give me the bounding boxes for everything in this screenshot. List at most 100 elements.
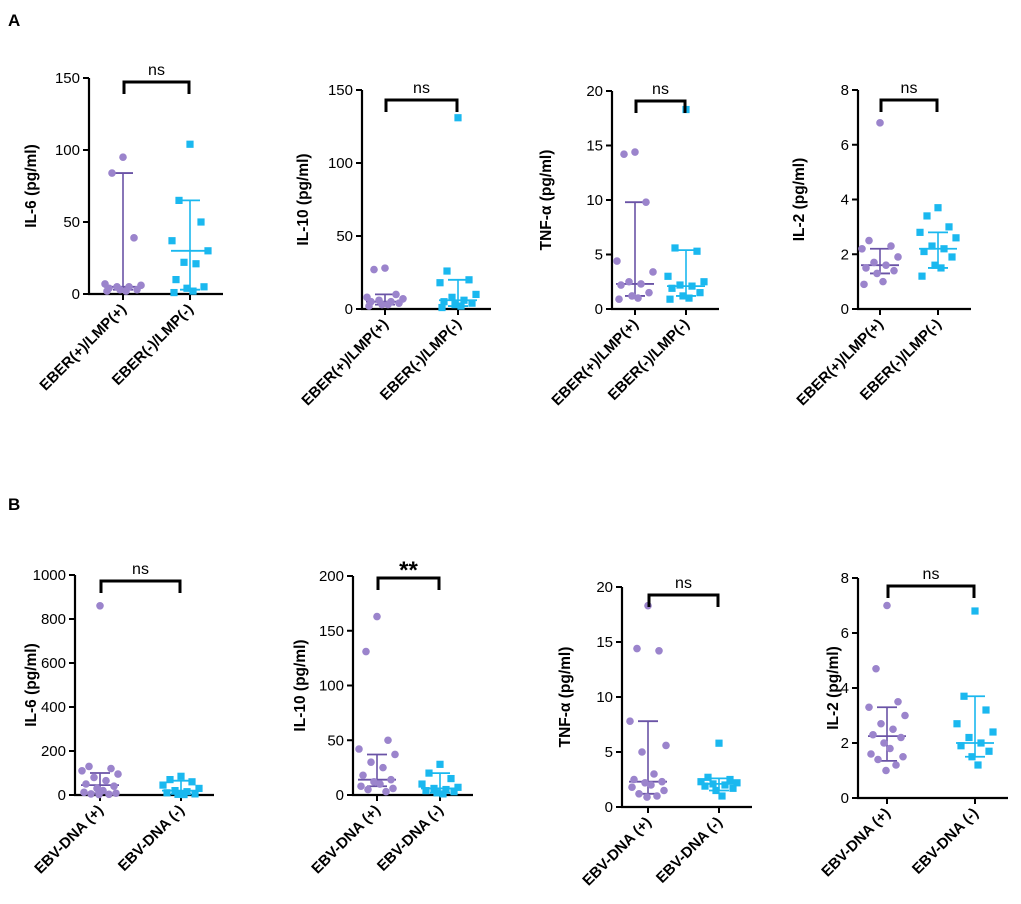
data-point xyxy=(384,736,392,745)
data-point xyxy=(883,601,891,610)
data-point xyxy=(937,264,945,272)
data-point xyxy=(920,247,928,256)
data-point xyxy=(108,169,116,177)
data-point xyxy=(159,781,167,789)
data-point xyxy=(82,780,90,788)
data-point xyxy=(889,725,897,734)
data-point xyxy=(701,782,709,790)
category-label: EBER(+)/LMP(+) xyxy=(548,316,641,409)
data-point xyxy=(638,748,646,756)
data-point xyxy=(436,279,444,287)
data-point xyxy=(107,764,115,773)
data-point xyxy=(440,298,448,306)
y-tick-label: 10 xyxy=(596,689,613,706)
data-point xyxy=(977,739,985,747)
significance-bracket xyxy=(634,99,687,113)
y-tick-label: 0 xyxy=(72,286,80,303)
y-tick-label: 4 xyxy=(841,680,849,697)
series-2 xyxy=(159,772,203,799)
series-1 xyxy=(858,119,902,289)
data-point xyxy=(696,289,704,297)
data-point xyxy=(685,294,693,302)
data-point xyxy=(642,198,650,206)
y-tick-label: 400 xyxy=(41,699,66,716)
data-point xyxy=(666,295,674,303)
data-point xyxy=(960,692,968,700)
significance-bracket xyxy=(879,98,939,112)
data-point xyxy=(382,787,390,796)
data-point xyxy=(364,785,372,794)
data-point xyxy=(865,703,873,712)
y-tick-label: 200 xyxy=(41,743,66,760)
y-tick-label: 8 xyxy=(841,570,849,587)
data-point xyxy=(928,242,936,250)
data-point xyxy=(186,140,194,148)
data-point xyxy=(130,234,138,242)
y-tick-label: 0 xyxy=(336,787,344,804)
data-point xyxy=(170,288,178,297)
data-point xyxy=(114,770,122,778)
data-point xyxy=(953,720,961,728)
category-label: EBV-DNA (+) xyxy=(31,802,107,878)
data-point xyxy=(163,789,171,797)
data-point xyxy=(916,228,924,236)
data-point xyxy=(894,253,902,261)
data-point xyxy=(890,266,898,275)
data-point xyxy=(671,244,679,252)
significance-label: ns xyxy=(132,561,149,578)
data-point xyxy=(643,793,651,801)
data-point xyxy=(641,779,649,787)
data-point xyxy=(443,267,451,275)
data-point xyxy=(628,292,636,300)
data-point xyxy=(85,762,93,771)
data-point xyxy=(662,741,670,750)
data-point xyxy=(365,302,373,310)
data-point xyxy=(116,285,124,294)
data-point xyxy=(886,744,894,753)
y-tick-label: 2 xyxy=(841,246,849,263)
y-tick-label: 100 xyxy=(328,155,353,172)
data-point xyxy=(197,218,205,226)
significance-label: ns xyxy=(148,62,165,79)
data-point xyxy=(422,787,430,795)
data-point xyxy=(468,299,476,307)
data-point xyxy=(90,773,98,782)
data-point xyxy=(894,697,902,706)
data-point xyxy=(359,771,367,780)
category-label: EBV-DNA (-) xyxy=(653,814,726,887)
data-point xyxy=(381,264,389,272)
data-point xyxy=(376,780,384,788)
data-point xyxy=(180,790,188,799)
data-point xyxy=(679,292,687,300)
data-point xyxy=(957,742,965,750)
data-point xyxy=(729,784,737,792)
data-point xyxy=(87,790,95,798)
data-point xyxy=(712,786,720,795)
data-point xyxy=(918,272,926,280)
significance-label: ** xyxy=(399,557,418,584)
data-point xyxy=(105,790,113,799)
data-point xyxy=(188,778,196,786)
y-axis-label: IL-6 (pg/ml) xyxy=(23,144,40,228)
data-point xyxy=(171,787,179,795)
data-point xyxy=(180,258,188,266)
data-point xyxy=(457,302,465,310)
chart-5: 0 200 400 600 800 1000 IL-6 (pg/ml) EBV-DNA (+)… xyxy=(23,561,214,877)
data-point xyxy=(133,285,141,294)
data-point xyxy=(965,733,973,742)
significance-label: ns xyxy=(923,566,940,583)
y-tick-label: 150 xyxy=(55,70,80,87)
data-point xyxy=(715,739,723,747)
data-point xyxy=(367,758,375,766)
data-point xyxy=(454,114,462,122)
y-axis-label: IL-2 (pg/ml) xyxy=(791,158,808,242)
category-label: EBV-DNA (-) xyxy=(909,805,982,878)
y-tick-label: 10 xyxy=(586,192,603,209)
y-tick-label: 2 xyxy=(841,735,849,752)
data-point xyxy=(175,196,183,204)
significance-label: ns xyxy=(413,80,430,97)
data-point xyxy=(425,769,433,777)
y-tick-label: 200 xyxy=(319,568,344,585)
data-point xyxy=(460,296,468,304)
